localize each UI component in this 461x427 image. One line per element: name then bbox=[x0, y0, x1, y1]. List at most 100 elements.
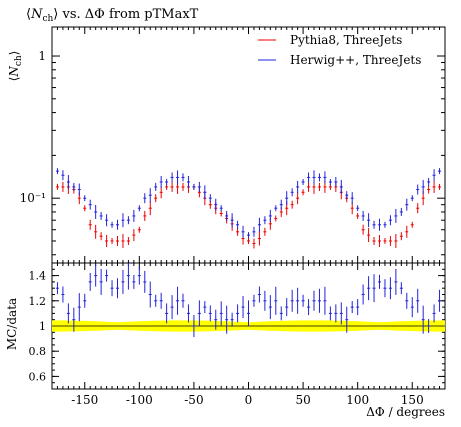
data-point-pythia8 bbox=[126, 236, 130, 245]
data-point-pythia8 bbox=[350, 202, 354, 215]
data-point-herwig bbox=[110, 221, 114, 228]
ratio-point-herwig bbox=[361, 284, 365, 305]
ratio-point-herwig bbox=[208, 305, 212, 322]
ratio-point-herwig bbox=[121, 269, 125, 294]
ratio-point-herwig bbox=[356, 299, 360, 316]
data-point-pythia8 bbox=[137, 226, 141, 233]
data-point-herwig bbox=[367, 213, 371, 228]
data-point-herwig bbox=[388, 215, 392, 226]
data-point-pythia8 bbox=[219, 210, 223, 217]
ratio-series-group bbox=[55, 263, 442, 337]
title-close-bracket: ⟩ bbox=[53, 7, 58, 22]
data-point-pythia8 bbox=[367, 228, 371, 243]
data-point-pythia8 bbox=[154, 194, 158, 203]
ratio-point-herwig bbox=[203, 301, 207, 314]
ratio-point-herwig bbox=[110, 280, 114, 297]
ratio-point-herwig bbox=[296, 287, 300, 314]
data-point-herwig bbox=[126, 216, 130, 225]
ratio-point-herwig bbox=[176, 286, 180, 315]
main-axis-ticks: 10⁻¹ 1 bbox=[20, 27, 445, 263]
ratio-point-herwig bbox=[219, 301, 223, 326]
ylabel-open-bracket: ⟨ bbox=[7, 77, 21, 82]
data-point-herwig bbox=[279, 199, 283, 210]
ratio-point-herwig bbox=[55, 282, 59, 295]
data-point-pythia8 bbox=[416, 203, 420, 214]
ratio-point-herwig bbox=[126, 263, 130, 290]
data-point-herwig bbox=[181, 173, 185, 182]
data-point-pythia8 bbox=[247, 237, 250, 244]
legend-label-herwig: Herwig++, ThreeJets bbox=[290, 53, 421, 67]
ratio-point-herwig bbox=[438, 289, 442, 312]
data-point-herwig bbox=[214, 198, 218, 211]
ratio-point-herwig bbox=[317, 288, 321, 313]
data-point-herwig bbox=[116, 219, 119, 230]
ratio-point-herwig bbox=[372, 274, 376, 303]
data-point-herwig bbox=[399, 207, 403, 216]
ratio-y-tick-label: 1 bbox=[39, 320, 46, 333]
data-point-pythia8 bbox=[110, 237, 114, 244]
title-n: N bbox=[30, 7, 43, 22]
data-point-pythia8 bbox=[148, 201, 152, 216]
data-point-herwig bbox=[148, 188, 152, 203]
data-point-pythia8 bbox=[317, 182, 321, 191]
data-point-herwig bbox=[61, 170, 65, 181]
ratio-point-herwig bbox=[192, 315, 196, 337]
data-point-pythia8 bbox=[438, 183, 442, 190]
ratio-point-herwig bbox=[94, 264, 98, 287]
ratio-point-herwig bbox=[339, 302, 343, 325]
data-point-herwig bbox=[427, 177, 431, 186]
ratio-point-herwig bbox=[268, 295, 272, 320]
ratio-point-herwig bbox=[165, 303, 169, 324]
data-point-herwig bbox=[230, 213, 234, 228]
main-y-tick-label: 1 bbox=[38, 49, 46, 63]
data-point-pythia8 bbox=[263, 227, 267, 236]
data-point-herwig bbox=[143, 193, 147, 204]
title-open-bracket: ⟨ bbox=[26, 7, 31, 22]
ratio-point-herwig bbox=[405, 292, 409, 309]
data-point-herwig bbox=[88, 199, 92, 210]
data-point-herwig bbox=[339, 179, 343, 194]
ratio-point-herwig bbox=[197, 300, 201, 327]
ratio-point-herwig bbox=[99, 268, 103, 295]
ratio-point-herwig bbox=[388, 277, 392, 300]
data-point-herwig bbox=[165, 178, 169, 185]
ratio-point-herwig bbox=[427, 319, 431, 333]
ratio-point-herwig bbox=[328, 306, 332, 321]
data-point-herwig bbox=[219, 205, 223, 212]
data-point-pythia8 bbox=[159, 186, 163, 199]
data-point-herwig bbox=[99, 211, 103, 220]
data-point-pythia8 bbox=[296, 192, 300, 205]
data-point-pythia8 bbox=[94, 224, 98, 239]
data-point-pythia8 bbox=[383, 237, 387, 244]
data-point-herwig bbox=[378, 218, 381, 231]
ratio-point-herwig bbox=[394, 268, 398, 295]
ratio-point-herwig bbox=[170, 295, 174, 320]
data-point-herwig bbox=[290, 188, 294, 197]
ratio-point-herwig bbox=[77, 293, 81, 322]
data-point-herwig bbox=[94, 204, 98, 219]
ratio-point-herwig bbox=[116, 278, 119, 299]
ratio-point-herwig bbox=[225, 305, 229, 334]
data-point-herwig bbox=[416, 184, 420, 195]
data-point-herwig bbox=[323, 171, 327, 184]
ratio-point-herwig bbox=[247, 300, 250, 327]
data-point-herwig bbox=[72, 182, 76, 191]
data-point-pythia8 bbox=[105, 234, 109, 247]
ratio-point-herwig bbox=[432, 304, 436, 323]
data-point-pythia8 bbox=[427, 185, 431, 194]
ratio-point-herwig bbox=[159, 292, 163, 309]
ratio-point-herwig bbox=[181, 293, 185, 308]
ratio-point-herwig bbox=[257, 286, 261, 303]
data-point-pythia8 bbox=[301, 189, 305, 196]
ratio-point-herwig bbox=[83, 293, 87, 308]
data-point-pythia8 bbox=[170, 181, 174, 192]
ratio-point-herwig bbox=[279, 306, 283, 321]
data-point-pythia8 bbox=[61, 181, 65, 192]
ratio-point-herwig bbox=[399, 282, 403, 295]
ratio-point-herwig bbox=[241, 296, 245, 319]
data-point-herwig bbox=[66, 174, 70, 189]
ratio-axis-ticks: 0.6 0.8 1 1.2 1.4 -150 -100 -50 0 50 100 150 bbox=[29, 263, 445, 407]
data-point-herwig bbox=[296, 180, 300, 193]
